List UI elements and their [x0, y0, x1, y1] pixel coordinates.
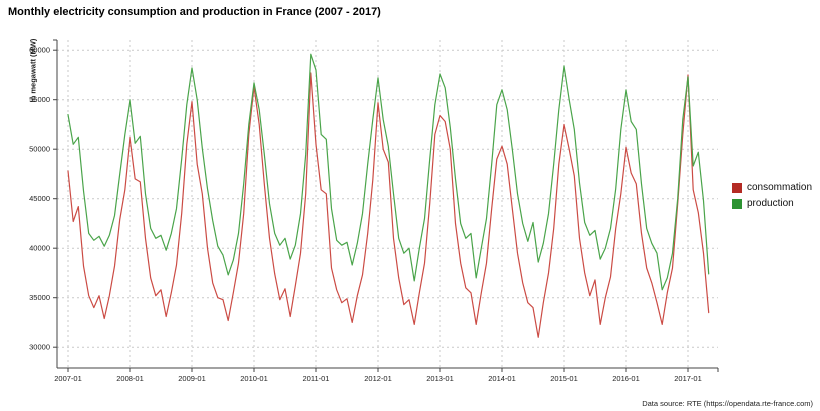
x-tick-label: 2013-01 — [426, 374, 454, 383]
x-tick-label: 2011-01 — [303, 374, 330, 383]
y-tick-label: 50000 — [29, 145, 50, 154]
y-tick-label: 55000 — [29, 95, 50, 104]
series-line-production — [67, 53, 710, 291]
legend-item-production: production — [732, 198, 812, 209]
y-tick-label: 45000 — [29, 194, 50, 203]
legend-item-consommation: consommation — [732, 182, 812, 193]
y-tick-label: 60000 — [29, 46, 50, 55]
x-tick-label: 2007-01 — [54, 374, 82, 383]
x-tick-label: 2012-01 — [364, 374, 392, 383]
x-tick-label: 2014-01 — [488, 374, 516, 383]
y-tick-label: 35000 — [29, 293, 50, 302]
y-tick-label: 40000 — [29, 244, 50, 253]
tick-labels: 30000 35000 40000 45000 50000 55000 60000 2007-… — [29, 46, 702, 383]
axes — [53, 39, 719, 372]
x-tick-label: 2017-01 — [674, 374, 702, 383]
legend-label-production: production — [747, 198, 794, 209]
gridlines — [57, 40, 718, 368]
x-tick-label: 2015-01 — [550, 374, 578, 383]
chart-legend: consommation production — [732, 182, 812, 214]
legend-swatch-production — [732, 198, 742, 209]
series-line-consommation — [67, 72, 710, 338]
x-tick-label: 2008-01 — [116, 374, 144, 383]
y-tick-label: 30000 — [29, 343, 50, 352]
x-tick-label: 2009-01 — [178, 374, 206, 383]
legend-swatch-consommation — [732, 182, 742, 193]
x-tick-label: 2010-01 — [240, 374, 268, 383]
x-tick-label: 2016-01 — [612, 374, 640, 383]
data-source-note: Data source: RTE (https://opendata.rte-f… — [642, 399, 813, 408]
chart-title: Monthly electricity consumption and prod… — [8, 6, 381, 18]
legend-label-consommation: consommation — [747, 182, 813, 193]
